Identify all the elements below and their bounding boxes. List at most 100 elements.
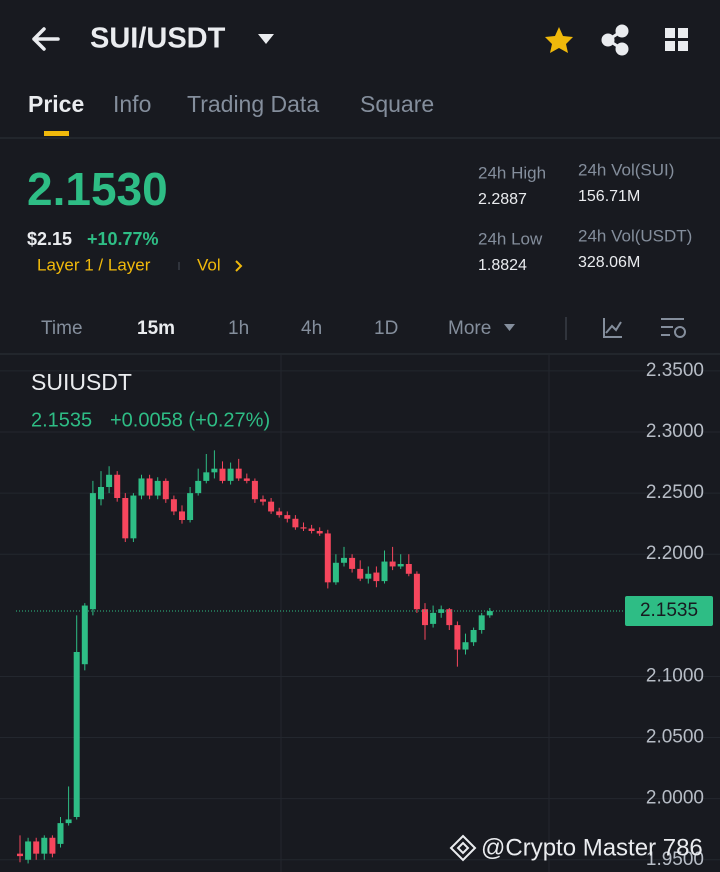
candle-body <box>462 642 469 650</box>
watermark: @Crypto Master 786 <box>481 834 703 861</box>
settings-icon[interactable] <box>661 318 686 338</box>
candle-body <box>486 611 493 616</box>
candle-body <box>405 564 412 574</box>
stat-label: 24h High <box>478 163 546 182</box>
tab-indicator <box>44 131 69 136</box>
y-tick-label: 2.2500 <box>646 482 704 503</box>
y-tick-label: 2.2000 <box>646 543 704 564</box>
watermark-logo <box>449 834 477 862</box>
favorite-star[interactable] <box>545 27 573 53</box>
candle-body <box>349 557 356 569</box>
interval[interactable]: More <box>448 318 491 339</box>
candle-body <box>162 480 169 500</box>
tag-arrow <box>235 260 243 272</box>
tab[interactable]: Square <box>360 91 434 117</box>
more-caret <box>504 324 515 331</box>
candle-body <box>49 837 56 854</box>
tag[interactable]: Layer 1 / Layer <box>37 255 151 274</box>
candle-body <box>243 478 250 481</box>
candle-body <box>219 468 226 481</box>
legend-close: 2.1535 <box>31 409 92 431</box>
tab[interactable]: Info <box>113 91 151 117</box>
candle-body <box>373 572 380 582</box>
candle-body <box>17 853 23 857</box>
candle-body <box>470 630 477 643</box>
candle-body <box>284 515 291 519</box>
pair-dropdown[interactable] <box>258 34 274 44</box>
interval[interactable]: 1h <box>228 318 249 339</box>
candle-body <box>65 819 72 824</box>
candle-body <box>316 531 323 534</box>
candle-body <box>422 609 428 626</box>
grid-menu-icon[interactable] <box>665 28 688 51</box>
interval[interactable]: 1D <box>374 318 398 339</box>
stat-value: 1.8824 <box>478 257 527 274</box>
candle-body <box>260 499 266 502</box>
candle-body <box>57 823 64 844</box>
candle-body <box>227 468 234 481</box>
y-tick-label: 2.0500 <box>646 727 704 748</box>
y-tick-label: 2.3500 <box>646 360 704 381</box>
candle-body <box>41 837 48 854</box>
candle-body <box>251 480 258 500</box>
pair-title[interactable]: SUI/USDT <box>90 23 226 55</box>
stat-label: 24h Vol(USDT) <box>578 226 692 245</box>
candle-body <box>438 609 445 613</box>
indicator-icon[interactable] <box>603 318 622 338</box>
candle-body <box>73 652 80 817</box>
last-price-box <box>625 596 713 627</box>
last-price: 2.1530 <box>27 163 168 215</box>
candle-body <box>179 511 185 520</box>
stat-value: 156.71M <box>578 188 640 205</box>
y-tick-label: 2.1000 <box>646 665 704 686</box>
interval[interactable]: 4h <box>301 318 322 339</box>
y-tick-label: 2.0000 <box>646 788 704 809</box>
candle-body <box>276 511 283 516</box>
stat-value: 328.06M <box>578 254 640 271</box>
candle-body <box>478 615 485 630</box>
stat-label: 24h Vol(SUI) <box>578 160 674 179</box>
candle-body <box>130 495 137 539</box>
fiat-price: $2.15 <box>27 229 72 249</box>
y-tick-label: 2.3000 <box>646 421 704 442</box>
candle-body <box>389 561 396 567</box>
interval[interactable]: 15m <box>137 318 175 339</box>
legend-change: +0.0058 (+0.27%) <box>110 409 270 431</box>
candle-body <box>187 493 194 520</box>
candle-body <box>81 605 88 665</box>
candle-body <box>357 568 364 579</box>
stat-value: 2.2887 <box>478 191 527 208</box>
candle-body <box>211 468 218 473</box>
candle-body <box>114 474 121 498</box>
share-icon[interactable] <box>601 24 629 56</box>
candle-body <box>122 498 129 539</box>
candle-body <box>397 564 404 567</box>
candle-body <box>308 528 315 531</box>
candle-body <box>235 468 242 479</box>
back-button[interactable] <box>32 27 60 51</box>
candle-body <box>446 609 453 626</box>
tab[interactable]: Price <box>28 91 84 117</box>
tab[interactable]: Trading Data <box>187 91 319 117</box>
candle-body <box>154 480 161 496</box>
interval[interactable]: Time <box>41 318 83 339</box>
candle-body <box>138 478 145 496</box>
candle-body <box>195 480 202 494</box>
candle-body <box>324 533 331 583</box>
candle-body <box>430 612 437 624</box>
candles: 2.3500 2.3000 2.2500 2.2000 2.1000 2.0500 2.00… <box>0 360 720 870</box>
y-tick-label: 1.9500 <box>646 849 704 870</box>
candle-body <box>268 501 275 512</box>
tag[interactable]: Vol <box>197 255 221 274</box>
candle-body <box>365 573 372 579</box>
candle-body <box>300 527 307 529</box>
stat-label: 24h Low <box>478 229 543 248</box>
chart-title: SUIUSDT <box>31 369 132 395</box>
candle-body <box>454 625 461 650</box>
candle-body <box>170 499 177 512</box>
candle-body <box>413 573 420 610</box>
candle-body <box>381 561 388 582</box>
